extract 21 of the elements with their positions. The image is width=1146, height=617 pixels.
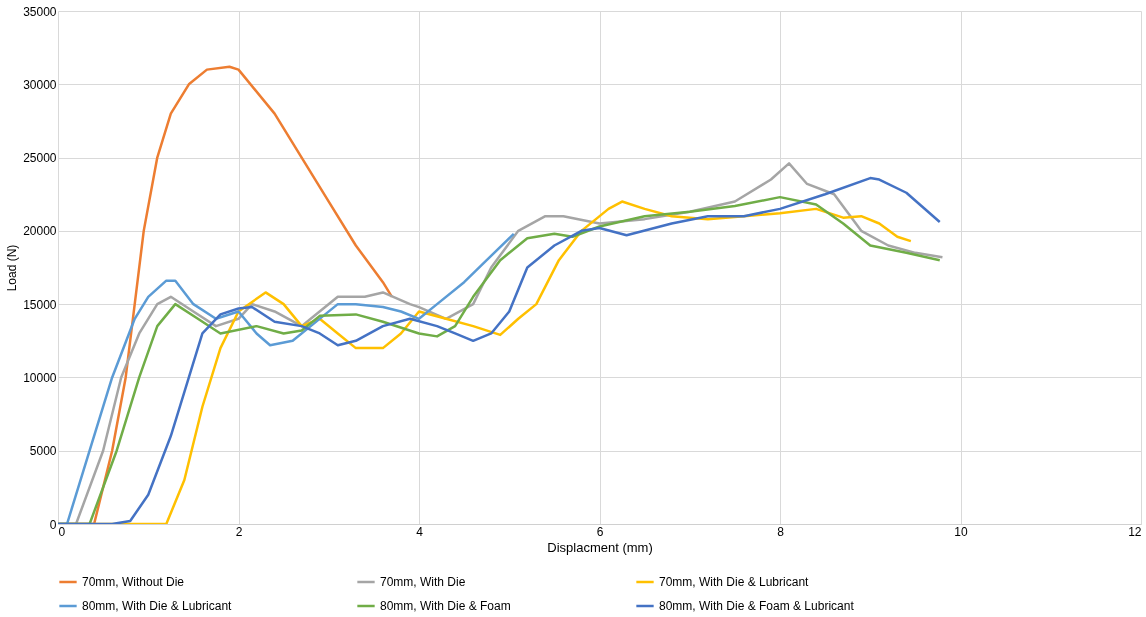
legend-label: 70mm, With Die	[380, 575, 466, 589]
y-tick-label: 20000	[23, 224, 57, 239]
legend-label: 70mm, Without Die	[82, 575, 185, 589]
x-tick-label: 8	[777, 524, 785, 539]
x-axis-title: Displacment (mm)	[547, 539, 653, 555]
y-tick-label: 30000	[23, 77, 57, 92]
x-tick-label: 10	[954, 524, 968, 539]
y-axis-title: Load (N)	[5, 244, 20, 292]
y-tick-label: 5000	[29, 444, 57, 459]
x-tick-label: 12	[1128, 524, 1142, 539]
y-tick-label: 10000	[23, 370, 57, 385]
x-tick-label: 6	[596, 524, 604, 539]
legend-label: 80mm, With Die & Lubricant	[82, 599, 233, 613]
x-tick-label: 4	[416, 524, 424, 539]
y-tick-label: 35000	[23, 4, 57, 19]
legend-label: 80mm, With Die & Foam & Lubricant	[659, 599, 855, 613]
x-tick-label: 2	[235, 524, 243, 539]
legend-label: 80mm, With Die & Foam	[380, 599, 511, 613]
y-tick-label: 15000	[23, 297, 57, 312]
y-tick-label: 25000	[23, 151, 57, 166]
legend-label: 70mm, With Die & Lubricant	[659, 575, 810, 589]
